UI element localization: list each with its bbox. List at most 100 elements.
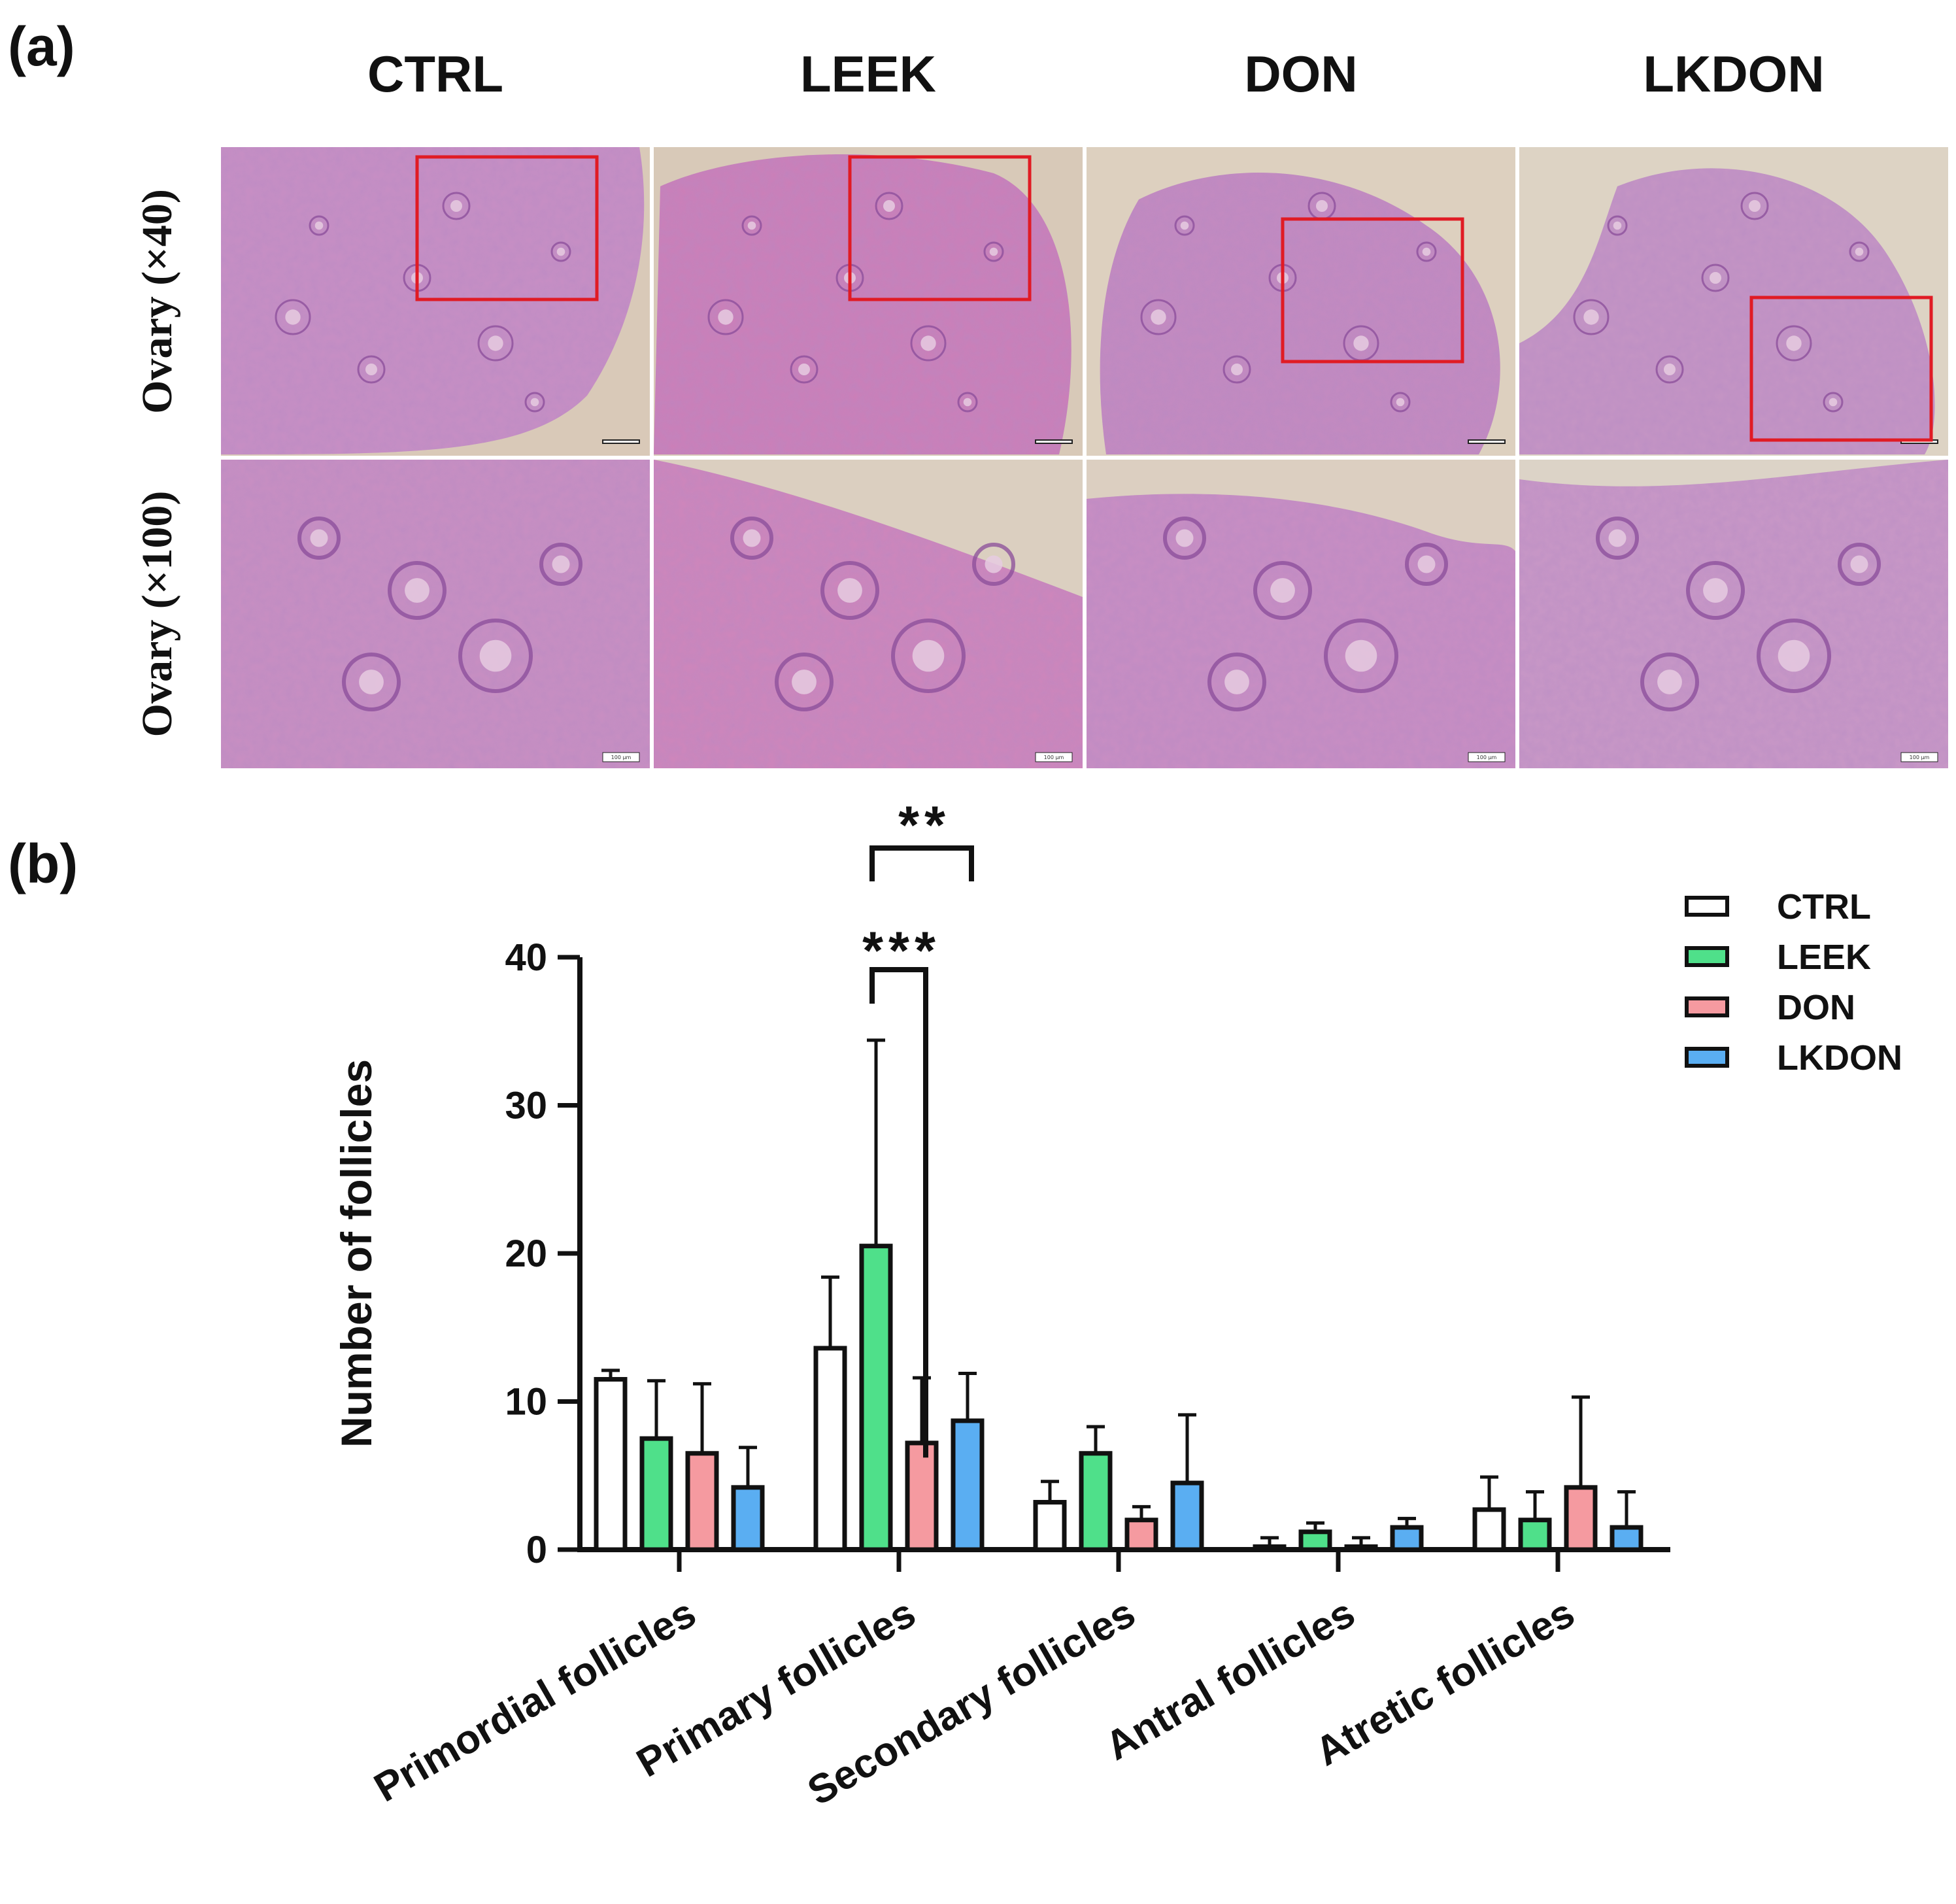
scale-bar (1468, 439, 1506, 444)
roi-box (1281, 217, 1464, 364)
follicle (910, 325, 947, 362)
follicle (775, 653, 834, 711)
y-tick-label: 20 (505, 1232, 547, 1275)
oocyte (912, 639, 945, 672)
bar-lkdon-secondary-follicles (1170, 1480, 1204, 1552)
micrograph-lkdon-x100: 100 μm (1519, 460, 1948, 768)
oocyte (310, 529, 328, 547)
bar-lkdon-antral-follicles (1390, 1525, 1424, 1552)
oocyte (359, 670, 384, 694)
legend-swatch (1685, 1047, 1729, 1068)
follicle (550, 241, 571, 262)
follicle (342, 653, 401, 711)
follicle (1416, 241, 1437, 262)
bar-ctrl-primary-follicles (813, 1346, 847, 1552)
oocyte (1855, 247, 1864, 256)
oocyte (1396, 398, 1405, 407)
follicle (539, 543, 582, 586)
follicle (1253, 561, 1312, 620)
follicle (1405, 543, 1448, 586)
oocyte (798, 364, 810, 375)
significance-bracket (869, 967, 928, 1458)
follicle (1324, 619, 1398, 693)
column-title-ctrl: CTRL (367, 45, 503, 103)
follicle (875, 192, 903, 220)
oocyte (718, 309, 733, 325)
scale-bar (1035, 752, 1073, 762)
y-tick-label: 10 (505, 1381, 547, 1423)
follicle (1607, 215, 1628, 236)
oocyte (1270, 578, 1295, 603)
tissue-texture (1519, 168, 1935, 454)
oocyte (1778, 639, 1810, 672)
y-tick-label: 0 (526, 1529, 547, 1571)
follicle (1838, 543, 1881, 586)
micrograph-ctrl-x40 (221, 147, 650, 456)
micrograph-ctrl-x100: 100 μm (221, 460, 650, 768)
oocyte (365, 364, 377, 375)
micrograph-leek-x100: 100 μm (654, 460, 1083, 768)
scale-bar (1900, 752, 1938, 762)
oocyte (1316, 200, 1328, 212)
follicle (275, 299, 311, 335)
legend-label: CTRL (1777, 887, 1871, 926)
follicle (891, 619, 966, 693)
follicle (357, 355, 386, 384)
scale-bar (1468, 752, 1506, 762)
bar-leek-antral-follicles (1298, 1529, 1332, 1552)
column-titles: CTRL LEEK DON LKDON (367, 45, 1825, 103)
bar-lkdon-primary-follicles (951, 1418, 985, 1552)
oocyte (1749, 200, 1761, 212)
follicle (790, 355, 818, 384)
legend-swatch (1685, 896, 1729, 917)
bar-lkdon-primordial-follicles (731, 1485, 765, 1552)
tissue-texture (654, 460, 1083, 768)
row-titles: Ovary (×40) Ovary (×100) (133, 189, 181, 737)
column-title-don: DON (1244, 45, 1357, 103)
significance-bracket (869, 845, 974, 881)
scale-bar-label: 100 μm (1044, 755, 1064, 760)
oocyte (552, 555, 570, 573)
follicle (477, 325, 514, 362)
bar-leek-atretic-follicles (1518, 1518, 1552, 1552)
tissue-texture (221, 460, 650, 768)
follicle (1222, 355, 1251, 384)
follicle (983, 241, 1004, 262)
follicle (1174, 215, 1195, 236)
oocyte (1417, 555, 1436, 573)
follicle (309, 215, 329, 236)
bar-don-secondary-follicles (1124, 1518, 1158, 1552)
follicle (388, 561, 447, 620)
oocyte (1175, 529, 1194, 547)
bar-leek-secondary-follicles (1079, 1451, 1113, 1552)
bar-don-primary-follicles (905, 1440, 939, 1552)
scale-bar-label: 100 μm (1910, 755, 1930, 760)
scale-bar-label: 100 μm (1477, 755, 1497, 760)
bar-don-primordial-follicles (685, 1451, 719, 1552)
bar-ctrl-antral-follicles (1253, 1544, 1287, 1552)
scale-bar (602, 439, 640, 444)
panel-b-label: (b) (8, 833, 78, 894)
follicle (730, 517, 773, 560)
significance-label: ** (898, 796, 951, 855)
tissue-texture (1100, 173, 1500, 454)
follicle (1140, 299, 1177, 335)
significance-three-star: *** (862, 921, 936, 1458)
oocyte (314, 221, 324, 230)
oocyte (837, 578, 862, 603)
y-axis-title: Number of follicles (332, 1059, 380, 1448)
column-title-lkdon: LKDON (1643, 45, 1824, 103)
follicle (707, 299, 744, 335)
oocyte (1583, 309, 1599, 325)
legend-item-leek: LEEK (1685, 938, 1871, 977)
follicle (1596, 517, 1639, 560)
follicle (1390, 392, 1411, 413)
y-tick-label: 30 (505, 1085, 547, 1127)
oocyte (792, 670, 817, 694)
legend-swatch (1685, 946, 1729, 967)
oocyte (1353, 335, 1369, 351)
oocyte (556, 247, 565, 256)
legend-label: LEEK (1777, 938, 1871, 977)
oocyte (743, 529, 761, 547)
bar-ctrl-primordial-follicles (594, 1377, 628, 1552)
